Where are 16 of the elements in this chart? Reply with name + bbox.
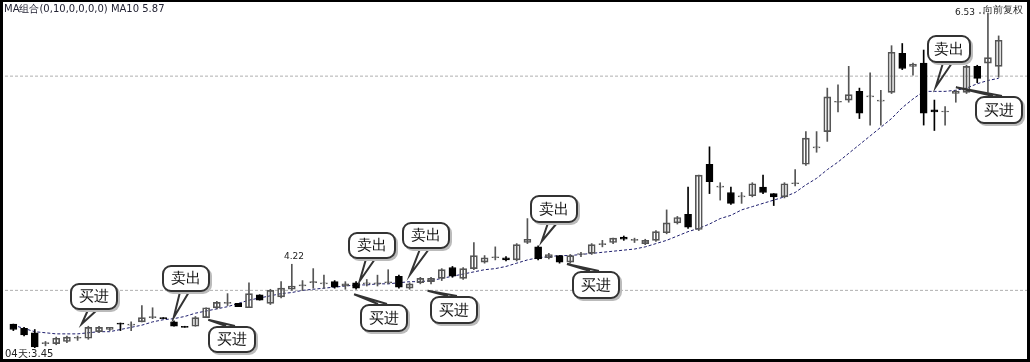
- annotation: 4.22: [284, 251, 305, 262]
- annotation: 买进: [208, 326, 256, 353]
- annotation: 买进: [430, 296, 478, 324]
- annotation: 买进: [572, 271, 620, 299]
- chart-title: MA组合(0,10,0,0,0,0) MA10 5.87: [4, 2, 165, 16]
- annotation: 买进: [360, 304, 408, 332]
- annotation: 04天:3.45: [5, 348, 54, 359]
- annotation: 卖出: [402, 222, 450, 249]
- annotation: 卖出: [348, 232, 396, 259]
- annotation: 买进: [975, 96, 1023, 124]
- annotation: 6.53: [955, 7, 976, 18]
- annotation: 卖出: [530, 195, 578, 223]
- annotation: 卖出: [927, 35, 971, 63]
- annotation: 买进: [70, 283, 118, 310]
- annotation: 向前复权: [983, 4, 1023, 15]
- annotation: 卖出: [162, 265, 210, 292]
